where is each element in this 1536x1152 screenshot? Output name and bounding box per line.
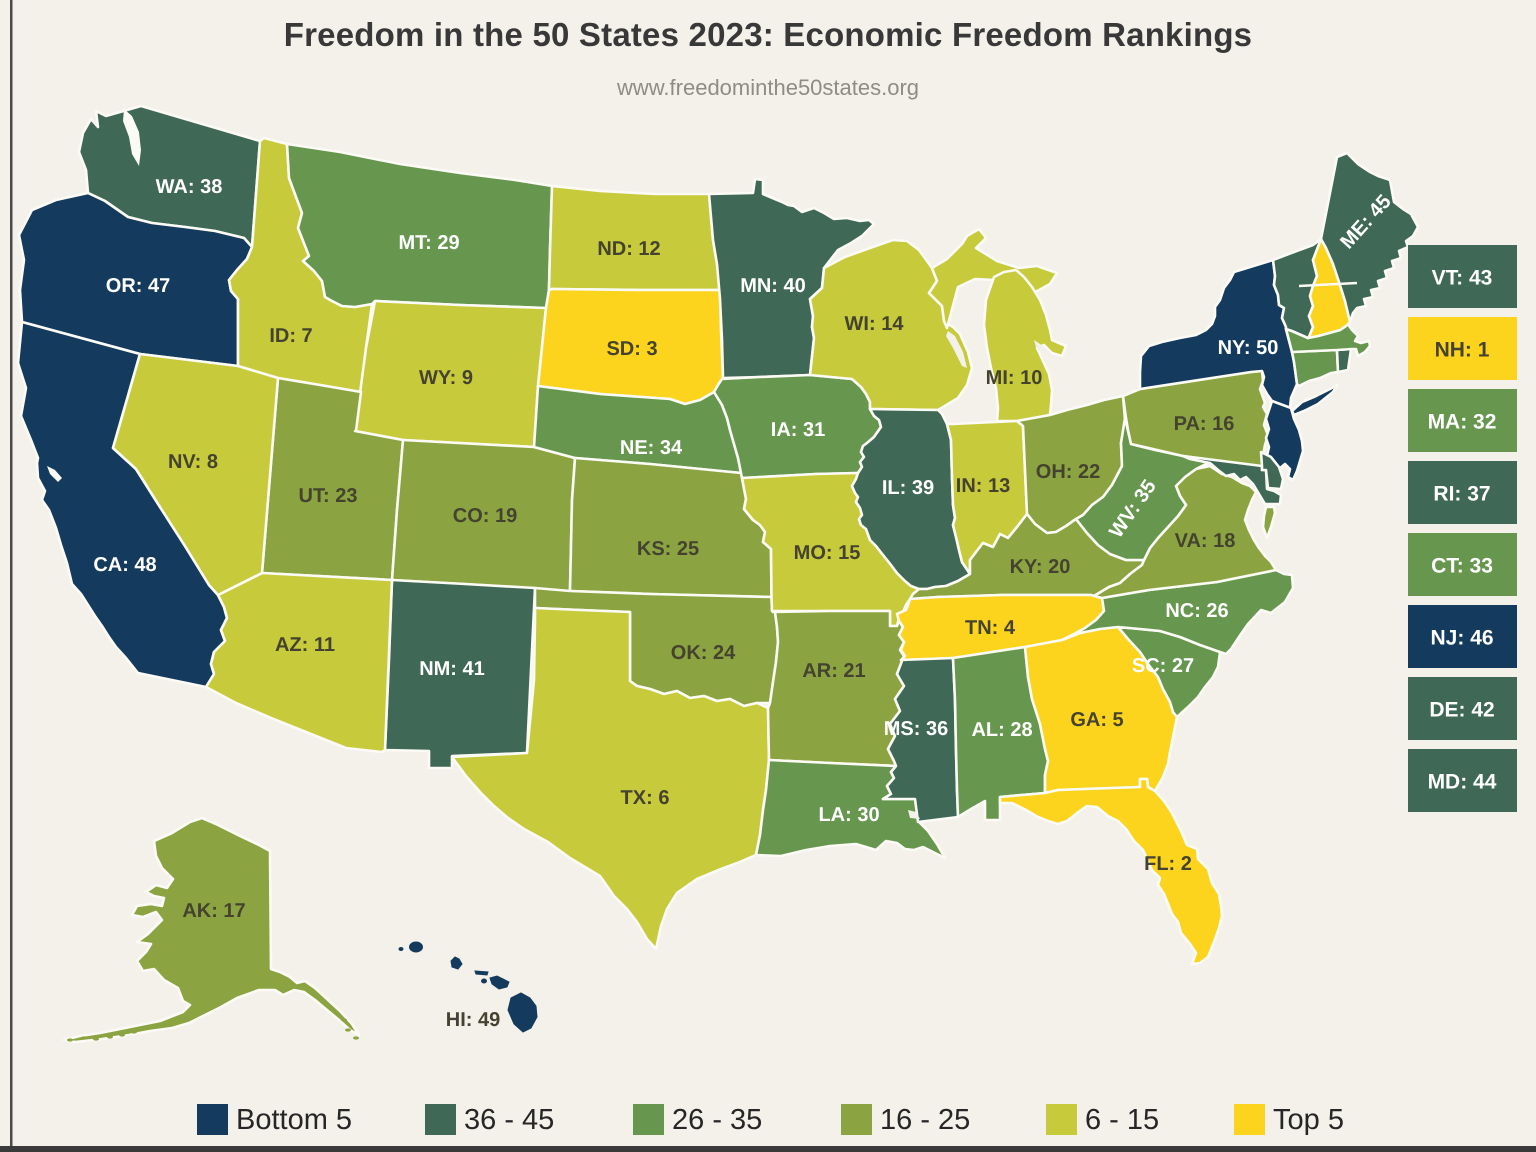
svg-text:AZ: 11: AZ: 11 [275,634,335,656]
svg-text:TX: 6: TX: 6 [621,787,670,809]
svg-text:MN: 40: MN: 40 [740,275,806,297]
svg-text:NJ: 46: NJ: 46 [1430,627,1493,650]
svg-text:PA: 16: PA: 16 [1174,413,1235,435]
svg-text:TN: 4: TN: 4 [965,617,1016,639]
svg-text:NC: 26: NC: 26 [1165,600,1228,622]
svg-text:MA: 32: MA: 32 [1428,411,1497,434]
svg-text:IN: 13: IN: 13 [956,475,1010,497]
svg-text:AL: 28: AL: 28 [971,719,1032,741]
svg-text:Top 5: Top 5 [1273,1104,1344,1136]
svg-text:VT: 43: VT: 43 [1432,267,1493,290]
svg-text:WI: 14: WI: 14 [845,313,905,335]
svg-text:WY: 9: WY: 9 [419,367,473,389]
svg-text:CT: 33: CT: 33 [1431,555,1493,578]
svg-text:GA: 5: GA: 5 [1070,709,1123,731]
svg-text:AK: 17: AK: 17 [182,900,245,922]
svg-text:Bottom 5: Bottom 5 [236,1104,352,1136]
svg-text:NH: 1: NH: 1 [1435,339,1490,362]
svg-text:WA: 38: WA: 38 [156,176,223,198]
svg-text:MT: 29: MT: 29 [398,232,459,254]
svg-text:NM: 41: NM: 41 [419,658,485,680]
svg-text:MI: 10: MI: 10 [986,367,1043,389]
svg-text:MD: 44: MD: 44 [1428,771,1497,794]
svg-text:6 - 15: 6 - 15 [1085,1104,1159,1136]
svg-text:CO: 19: CO: 19 [453,505,517,527]
svg-text:IA: 31: IA: 31 [771,419,825,441]
svg-text:OH: 22: OH: 22 [1036,461,1100,483]
svg-text:DE: 42: DE: 42 [1429,699,1494,722]
svg-text:FL: 2: FL: 2 [1144,853,1192,875]
svg-text:HI: 49: HI: 49 [446,1009,500,1031]
svg-text:NV: 8: NV: 8 [168,451,218,473]
svg-text:OR: 47: OR: 47 [106,275,170,297]
svg-text:OK: 24: OK: 24 [671,642,736,664]
svg-text:SC: 27: SC: 27 [1132,655,1194,677]
svg-text:NE: 34: NE: 34 [620,437,683,459]
svg-text:KS: 25: KS: 25 [637,538,699,560]
svg-text:NY: 50: NY: 50 [1218,337,1279,359]
svg-text:KY: 20: KY: 20 [1010,556,1071,578]
svg-text:UT: 23: UT: 23 [299,485,358,507]
svg-text:SD: 3: SD: 3 [606,338,657,360]
svg-text:CA: 48: CA: 48 [93,554,156,576]
svg-text:MO: 15: MO: 15 [794,542,861,564]
svg-text:MS: 36: MS: 36 [884,718,948,740]
svg-text:IL: 39: IL: 39 [882,477,934,499]
svg-text:AR: 21: AR: 21 [802,660,865,682]
svg-text:16 - 25: 16 - 25 [880,1104,970,1136]
svg-text:36 - 45: 36 - 45 [464,1104,554,1136]
svg-text:ND: 12: ND: 12 [597,238,660,260]
svg-text:RI: 37: RI: 37 [1433,483,1490,506]
svg-text:VA: 18: VA: 18 [1175,530,1236,552]
svg-text:LA: 30: LA: 30 [818,804,879,826]
svg-text:ID: 7: ID: 7 [269,325,312,347]
svg-text:26 - 35: 26 - 35 [672,1104,762,1136]
